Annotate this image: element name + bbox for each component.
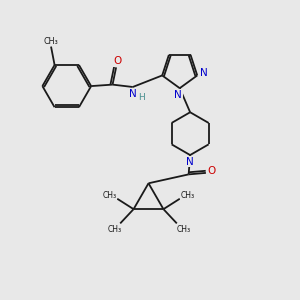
Text: N: N	[186, 157, 194, 167]
Text: N: N	[129, 89, 136, 99]
Text: CH₃: CH₃	[102, 191, 116, 200]
Text: N: N	[200, 68, 208, 78]
Text: CH₃: CH₃	[44, 37, 58, 46]
Text: CH₃: CH₃	[176, 225, 190, 234]
Text: CH₃: CH₃	[181, 191, 195, 200]
Text: N: N	[174, 90, 182, 100]
Text: CH₃: CH₃	[107, 225, 121, 234]
Text: O: O	[113, 56, 122, 66]
Text: H: H	[138, 94, 145, 103]
Text: O: O	[208, 167, 216, 176]
